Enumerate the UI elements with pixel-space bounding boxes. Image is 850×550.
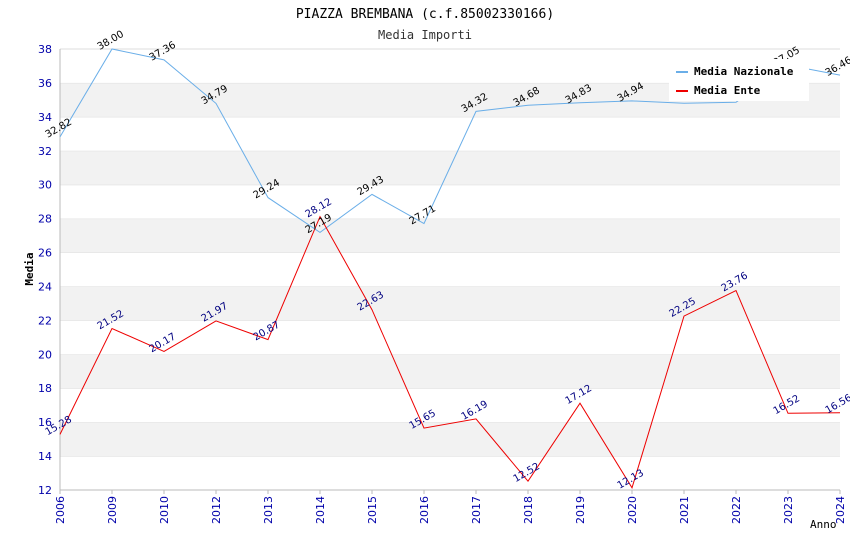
y-tick-label: 26: [38, 247, 52, 260]
plot-frame: [59, 49, 840, 491]
chart-title: PIAZZA BREMBANA (c.f.85002330166): [296, 7, 554, 22]
x-tick-label: 2014: [314, 496, 327, 524]
x-tick-label: 2006: [54, 496, 67, 524]
x-tick-label: 2013: [262, 496, 275, 524]
series-line-nazionale: [59, 48, 841, 234]
series-lines: [59, 48, 841, 490]
legend-label-nazionale: Media Nazionale: [694, 65, 794, 78]
x-axis-ticks: 2006 2009 2010 2012 2013 2014 2015 2016 2017 2018…: [54, 490, 847, 524]
x-tick-label: 2015: [366, 496, 379, 524]
y-tick-label: 32: [38, 145, 52, 158]
grid-band: [60, 354, 840, 389]
y-tick-label: 36: [38, 77, 52, 90]
y-tick-label: 34: [38, 111, 52, 124]
chart-subtitle: Media Importi: [378, 28, 472, 42]
x-tick-label: 2024: [834, 496, 847, 524]
x-tick-label: 2023: [782, 496, 795, 524]
legend-background: [669, 59, 809, 101]
y-axis-label: Media: [23, 252, 36, 285]
y-tick-label: 20: [38, 348, 52, 361]
grid-band: [60, 320, 840, 355]
y-tick-label: 28: [38, 213, 52, 226]
x-tick-label: 2017: [470, 496, 483, 524]
grid-band: [60, 218, 840, 253]
y-tick-label: 24: [38, 280, 52, 293]
y-tick-label: 14: [38, 450, 52, 463]
x-tick-label: 2012: [210, 496, 223, 524]
grid-band: [60, 184, 840, 219]
x-tick-label: 2019: [574, 496, 587, 524]
grid-band: [60, 456, 840, 490]
x-tick-label: 2022: [730, 496, 743, 524]
x-tick-label: 2009: [106, 496, 119, 524]
y-tick-label: 30: [38, 179, 52, 192]
y-tick-label: 38: [38, 43, 52, 56]
series-line-ente: [59, 215, 841, 490]
y-axis-ticks: 12 14 16 18 20 22 24 26 28 30 32 34 36 38: [38, 43, 52, 497]
x-axis-label: Anno: [810, 518, 837, 531]
x-tick-label: 2016: [418, 496, 431, 524]
x-tick-label: 2018: [522, 496, 535, 524]
y-tick-label: 22: [38, 314, 52, 327]
grid-band: [60, 388, 840, 423]
x-tick-label: 2010: [158, 496, 171, 524]
grid-band: [60, 252, 840, 287]
grid-band: [60, 422, 840, 457]
grid-band: [60, 116, 840, 151]
legend-label-ente: Media Ente: [694, 84, 761, 97]
x-tick-label: 2021: [678, 496, 691, 524]
x-tick-label: 2020: [626, 496, 639, 524]
y-tick-label: 12: [38, 484, 52, 497]
y-tick-label: 18: [38, 382, 52, 395]
y-tick-label: 16: [38, 416, 52, 429]
legend: Media Nazionale Media Ente: [669, 59, 809, 101]
